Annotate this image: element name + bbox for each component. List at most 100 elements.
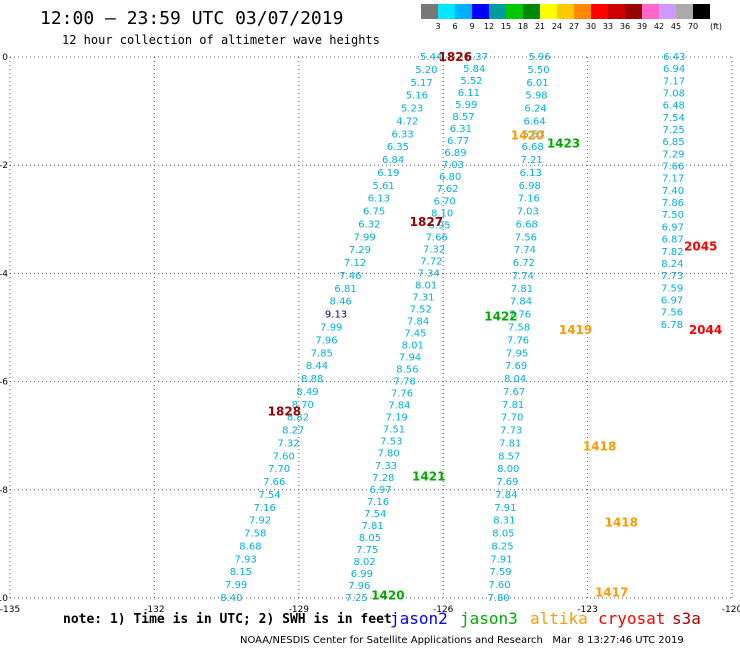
wave-height-value: 8.56 <box>396 365 418 376</box>
wave-height-value: 6.75 <box>363 207 385 218</box>
wave-height-value: 7.53 <box>380 437 402 448</box>
wave-height-value: 7.58 <box>244 529 266 540</box>
wave-height-value: 8.49 <box>296 387 318 398</box>
chart-title: 12:00 – 23:59 UTC 03/07/2019 <box>40 8 344 29</box>
wave-height-value: 6.13 <box>368 194 390 205</box>
legend-label: 27 <box>568 22 580 31</box>
wave-height-value: 7.92 <box>249 516 271 527</box>
wave-height-value: 6.35 <box>387 142 409 153</box>
satellite-jason2: jason2 <box>390 609 448 628</box>
wave-height-value: 5.96 <box>528 52 550 63</box>
wave-height-value: 6.24 <box>524 104 546 115</box>
wave-height-value: 7.84 <box>407 316 429 327</box>
wave-height-value: 7.52 <box>410 304 432 315</box>
wave-height-value: 6.32 <box>358 219 380 230</box>
wave-height-value: 9.13 <box>325 310 347 321</box>
pass-time-label: 2045 <box>684 239 717 253</box>
satellite-altika: altika <box>530 609 588 628</box>
wave-height-value: 7.16 <box>367 497 389 508</box>
wave-height-value: 7.08 <box>663 89 685 100</box>
wave-height-value: 7.32 <box>277 438 299 449</box>
wave-height-value: 7.66 <box>426 232 448 243</box>
wave-height-value: 7.99 <box>353 232 375 243</box>
wave-height-value: 6.97 <box>661 295 683 306</box>
lat-tick-label: -10 <box>0 594 8 604</box>
legend-swatch <box>608 4 625 19</box>
wave-height-value: 7.66 <box>263 477 285 488</box>
wave-height-value: 6.77 <box>447 136 469 147</box>
wave-height-value: 7.84 <box>388 401 410 412</box>
wave-height-value: 6.68 <box>522 142 544 153</box>
wave-height-value: 8.24 <box>661 259 683 270</box>
pass-time-label: 1422 <box>484 310 517 324</box>
wave-height-value: 8.10 <box>431 208 453 219</box>
wave-height-value: 7.86 <box>662 198 684 209</box>
wave-height-value: 7.25 <box>662 125 684 136</box>
wave-height-value: 8.01 <box>415 280 437 291</box>
wave-height-value: 6.33 <box>391 129 413 140</box>
wave-height-value: 5.23 <box>401 104 423 115</box>
wave-height-value: 6.85 <box>662 137 684 148</box>
legend-label: 21 <box>534 22 546 31</box>
wave-height-value: 8.05 <box>492 529 514 540</box>
wave-height-value: 8.15 <box>230 567 252 578</box>
pass-time-label: 1826 <box>439 50 472 64</box>
wave-height-value: 6.13 <box>520 168 542 179</box>
legend-label: 18 <box>517 22 529 31</box>
wave-height-value: 8.27 <box>282 426 304 437</box>
wave-height-value: 7.12 <box>344 258 366 269</box>
wave-height-value: 7.50 <box>662 210 684 221</box>
lat-tick-label: -6 <box>0 378 8 388</box>
wave-height-value: 8.00 <box>497 464 519 475</box>
pass-time-label: 1418 <box>583 440 616 454</box>
wave-height-value: 6.64 <box>523 116 545 127</box>
chart-subtitle: 12 hour collection of altimeter wave hei… <box>62 33 380 47</box>
legend-label: 70 <box>687 22 699 31</box>
wave-height-value: 5.98 <box>525 91 547 102</box>
wave-height-value: 7.54 <box>364 509 386 520</box>
legend-unit: (ft) <box>709 22 723 31</box>
wave-height-value: 7.96 <box>348 581 370 592</box>
wave-height-value: 7.75 <box>356 545 378 556</box>
wave-height-value: 5.50 <box>527 65 549 76</box>
wave-height-value: 6.97 <box>662 222 684 233</box>
legend-swatch <box>659 4 676 19</box>
legend-swatch <box>421 4 438 19</box>
wave-height-value: 8.04 <box>504 374 526 385</box>
wave-height-value: 7.93 <box>235 554 257 565</box>
wave-height-value: 7.51 <box>383 425 405 436</box>
legend-label: 24 <box>551 22 563 31</box>
wave-height-value: 5.17 <box>411 78 433 89</box>
legend-swatch <box>472 4 489 19</box>
legend-swatches <box>421 4 731 19</box>
wave-height-value: 7.76 <box>509 310 531 321</box>
legend-swatch <box>676 4 693 19</box>
lon-tick-label: -126 <box>433 605 454 615</box>
legend-swatch <box>625 4 642 19</box>
wave-height-value: 7.81 <box>499 438 521 449</box>
wave-height-value: 7.82 <box>661 247 683 258</box>
pass-time-label: 1423 <box>547 137 580 151</box>
lon-tick-label: -132 <box>144 605 164 615</box>
legend-label: 3 <box>435 22 441 31</box>
wave-height-value: 6.95 <box>428 220 450 231</box>
wave-height-value: 7.34 <box>418 268 440 279</box>
satellite-s3a: s3a <box>672 609 701 628</box>
wave-height-value: 7.73 <box>500 426 522 437</box>
wave-height-value: 6.81 <box>334 284 356 295</box>
wave-height-value: 7.32 <box>423 244 445 255</box>
wave-height-value: 7.56 <box>661 308 683 319</box>
legend-label: 42 <box>653 22 665 31</box>
legend-swatch <box>489 4 506 19</box>
legend-label: 36 <box>619 22 631 31</box>
wave-height-value: 7.81 <box>502 400 524 411</box>
wave-height-value: 7.81 <box>511 284 533 295</box>
wave-height-value: 7.29 <box>662 149 684 160</box>
wave-height-value: 5.61 <box>372 181 394 192</box>
wave-height-value: 7.84 <box>510 297 532 308</box>
legend-label: 30 <box>585 22 597 31</box>
pass-time-label: 1420 <box>511 128 544 142</box>
wave-height-value: 7.66 <box>662 162 684 173</box>
wave-height-value: 7.70 <box>501 413 523 424</box>
